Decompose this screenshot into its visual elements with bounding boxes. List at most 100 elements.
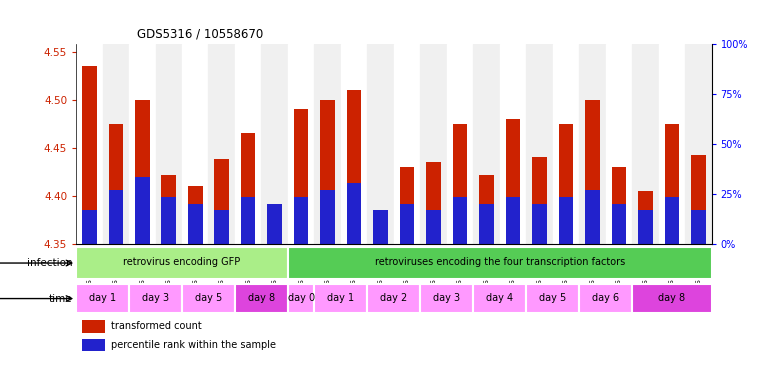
Bar (294, 109, 308, 244)
Bar (638, 191, 653, 244)
Bar (691, 155, 705, 244)
Bar (374, 220, 388, 244)
Bar (320, 100, 335, 244)
Bar (294, 197, 308, 244)
Bar (241, 197, 256, 244)
Bar (82, 66, 97, 244)
Bar (188, 186, 202, 244)
Bar (585, 190, 600, 244)
Bar (585, 100, 600, 244)
Bar (314, 284, 368, 313)
Text: retrovirus encoding GFP: retrovirus encoding GFP (123, 257, 240, 267)
Text: day 1: day 1 (327, 293, 355, 303)
Text: day 4: day 4 (486, 293, 513, 303)
Bar (691, 210, 705, 244)
Bar (129, 44, 155, 244)
Bar (638, 210, 653, 244)
Text: infection: infection (27, 258, 72, 268)
Bar (426, 210, 441, 244)
Bar (606, 44, 632, 244)
Bar (505, 197, 521, 244)
Bar (294, 197, 308, 244)
Bar (209, 44, 235, 244)
Bar (579, 44, 606, 244)
Bar (479, 175, 494, 244)
Bar (374, 210, 388, 244)
Bar (161, 175, 176, 244)
Bar (532, 157, 546, 244)
Bar (664, 124, 679, 244)
Text: day 1: day 1 (89, 293, 116, 303)
Bar (109, 124, 123, 244)
Bar (109, 124, 123, 244)
Text: time: time (49, 293, 72, 304)
Bar (500, 44, 526, 244)
Bar (426, 162, 441, 244)
Bar (505, 119, 521, 244)
Bar (585, 100, 600, 244)
Bar (215, 159, 229, 244)
Bar (479, 175, 494, 244)
Bar (420, 284, 473, 313)
Bar (400, 204, 414, 244)
Bar (135, 100, 150, 244)
Bar (262, 44, 288, 244)
Bar (129, 284, 182, 313)
Bar (320, 190, 335, 244)
Bar (505, 119, 521, 244)
Bar (182, 284, 235, 313)
Bar (473, 284, 526, 313)
Bar (632, 44, 658, 244)
Bar (241, 197, 256, 244)
Bar (532, 204, 546, 244)
Bar (453, 124, 467, 244)
Bar (532, 157, 546, 244)
Bar (632, 284, 712, 313)
Text: GDS5316 / 10558670: GDS5316 / 10558670 (137, 27, 263, 40)
Bar (394, 44, 420, 244)
Bar (161, 197, 176, 244)
Bar (612, 204, 626, 244)
Text: day 8: day 8 (658, 293, 686, 303)
Bar (82, 66, 97, 244)
Text: day 5: day 5 (195, 293, 222, 303)
Text: day 2: day 2 (380, 293, 407, 303)
Bar (288, 44, 314, 244)
Bar (103, 44, 129, 244)
Bar (341, 44, 368, 244)
Bar (288, 284, 314, 313)
Bar (453, 124, 467, 244)
Bar (288, 248, 712, 279)
Bar (638, 210, 653, 244)
Bar (267, 212, 282, 244)
Bar (215, 210, 229, 244)
Bar (368, 284, 420, 313)
Bar (374, 210, 388, 244)
Bar (559, 197, 573, 244)
Text: transformed count: transformed count (111, 321, 202, 331)
Bar (664, 124, 679, 244)
Bar (109, 190, 123, 244)
Bar (612, 204, 626, 244)
Text: day 3: day 3 (433, 293, 460, 303)
Bar (188, 204, 202, 244)
Bar (532, 204, 546, 244)
Bar (320, 190, 335, 244)
Bar (155, 44, 182, 244)
Bar (400, 204, 414, 244)
Bar (135, 100, 150, 244)
Bar (552, 44, 579, 244)
Bar (161, 197, 176, 244)
Bar (294, 109, 308, 244)
Bar (420, 44, 447, 244)
Bar (685, 44, 712, 244)
Bar (473, 44, 500, 244)
Text: percentile rank within the sample: percentile rank within the sample (111, 340, 276, 350)
Bar (691, 155, 705, 244)
Text: retroviruses encoding the four transcription factors: retroviruses encoding the four transcrip… (374, 257, 625, 267)
Text: day 5: day 5 (539, 293, 566, 303)
Bar (235, 44, 262, 244)
Bar (76, 248, 288, 279)
Bar (400, 167, 414, 244)
Bar (664, 197, 679, 244)
